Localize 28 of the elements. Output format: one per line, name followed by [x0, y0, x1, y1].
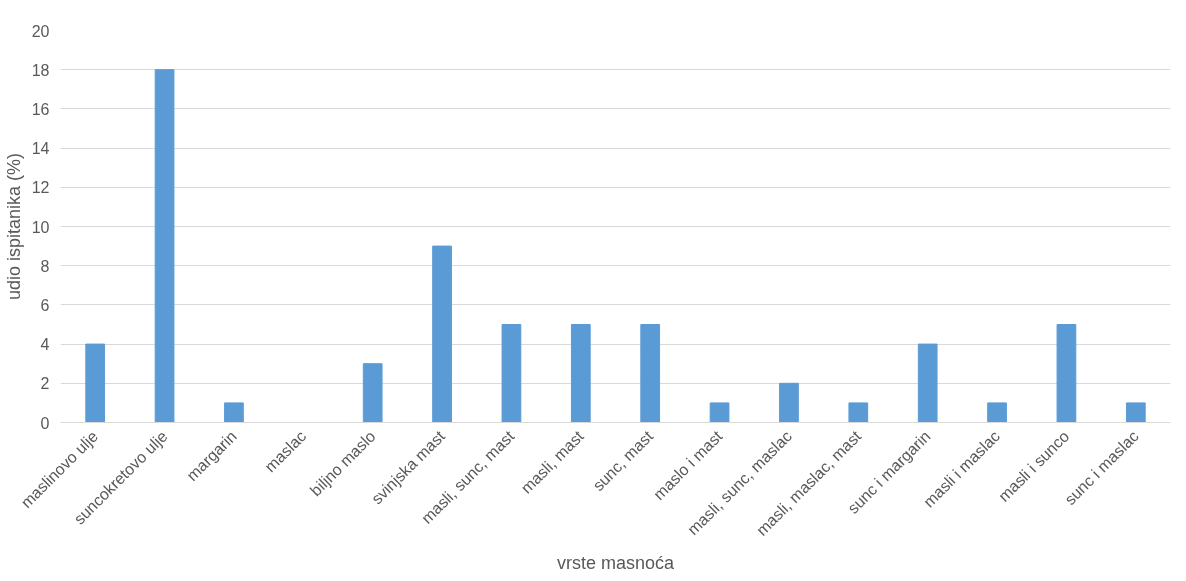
bar: [362, 363, 383, 423]
y-tick-label: 0: [40, 414, 50, 432]
bar: [432, 245, 452, 423]
y-axis-title: udio ispitanika (%): [3, 152, 24, 301]
bar: [779, 382, 799, 423]
bar: [709, 402, 730, 423]
y-tick-label: 12: [31, 179, 50, 197]
bar: [987, 402, 1007, 423]
y-tick-label: 10: [31, 218, 50, 236]
bar: [154, 69, 175, 423]
bar: [848, 402, 869, 423]
bar: [570, 324, 591, 423]
bar: [1125, 402, 1146, 423]
y-tick-label: 2: [40, 375, 50, 393]
y-tick-label: 20: [31, 22, 50, 40]
y-tick-label: 18: [31, 61, 50, 79]
bar: [1056, 324, 1077, 423]
bar: [640, 324, 661, 423]
y-tick-label: 16: [31, 100, 50, 118]
bar: [224, 402, 244, 423]
bar: [917, 343, 938, 423]
bar: [501, 324, 522, 423]
y-tick-label: 6: [40, 296, 50, 314]
y-tick-label: 4: [40, 336, 50, 354]
y-tick-label: 8: [40, 257, 50, 275]
y-tick-label: 14: [31, 140, 50, 158]
x-axis-title: vrste masnoća: [556, 552, 676, 573]
bar: [85, 343, 106, 423]
